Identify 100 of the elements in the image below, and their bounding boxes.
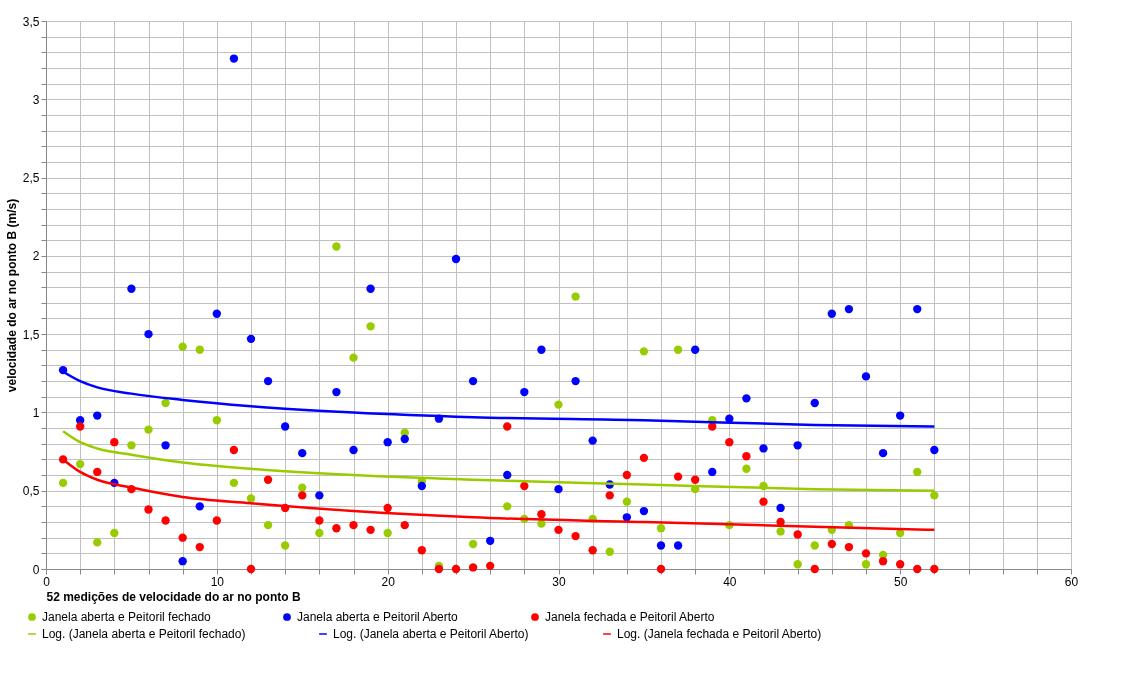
point: [827, 309, 837, 318]
point: [144, 425, 153, 434]
point: [263, 376, 273, 386]
point: [161, 441, 170, 450]
y-tick-label: 3,5: [22, 14, 40, 29]
point: [793, 530, 802, 539]
point: [93, 538, 102, 547]
point: [349, 353, 358, 362]
point: [639, 453, 649, 463]
point: [229, 445, 239, 455]
point: [349, 445, 358, 455]
point: [571, 531, 580, 541]
point: [332, 387, 341, 397]
point: [861, 372, 871, 381]
point: [622, 470, 632, 480]
point: [861, 549, 871, 558]
y-tick-label: 2: [32, 249, 40, 264]
point: [161, 398, 170, 408]
point: [349, 520, 358, 530]
point: [759, 444, 768, 453]
point: [861, 560, 871, 569]
point: [930, 491, 939, 500]
point: [690, 475, 700, 484]
legend-label: Janela aberta e Peitoril Aberto: [297, 610, 459, 624]
point: [246, 494, 256, 503]
legend-label: Log. (Janela aberta e Peitoril fechado): [42, 627, 246, 641]
point: [58, 478, 68, 488]
point: [776, 527, 785, 536]
legend-label: Janela aberta e Peitoril fechado: [42, 610, 212, 624]
point: [144, 329, 153, 339]
point: [571, 292, 580, 301]
y-axis-title: velocidade do ar no ponto B (m/s): [4, 198, 19, 393]
point: [742, 394, 751, 403]
point: [895, 411, 905, 420]
point: [485, 561, 495, 571]
point: [571, 376, 580, 386]
point: [178, 342, 187, 351]
point: [468, 563, 478, 572]
x-tick-label: 10: [210, 574, 225, 589]
point: [742, 464, 751, 473]
point: [212, 309, 222, 318]
point: [605, 547, 614, 556]
x-tick-label: 30: [552, 574, 566, 589]
point: [400, 434, 409, 444]
point: [913, 564, 922, 574]
x-axis-title: 52 medições de velocidade do ar no ponto B: [46, 589, 301, 604]
x-tick-label: 0: [43, 574, 51, 589]
point: [332, 524, 341, 533]
point: [383, 528, 392, 538]
point: [708, 422, 717, 431]
legend-label: Log. (Janela fechada e Peitoril Aberto): [617, 627, 822, 641]
point: [468, 376, 478, 386]
point: [93, 467, 102, 477]
point: [537, 510, 546, 519]
point: [280, 422, 290, 431]
point: [639, 506, 649, 516]
y-tick-label: 1,5: [22, 327, 40, 342]
point: [605, 491, 614, 500]
point: [656, 564, 666, 574]
point: [75, 422, 85, 431]
y-tick-label: 1: [32, 405, 40, 420]
point: [520, 481, 529, 491]
point: [537, 345, 546, 354]
point: [110, 438, 119, 447]
point: [708, 467, 717, 477]
point: [263, 520, 273, 530]
point: [793, 441, 802, 450]
point: [332, 242, 341, 251]
point: [178, 533, 187, 542]
legend-label: Log. (Janela aberta e Peitoril Aberto): [333, 627, 529, 641]
point: [75, 459, 85, 469]
y-tick-label: 2,5: [22, 171, 40, 186]
point: [776, 503, 785, 513]
point: [520, 387, 529, 397]
point: [417, 546, 427, 555]
point: [878, 448, 888, 458]
x-tick-label: 50: [893, 574, 908, 589]
point: [178, 557, 187, 566]
point: [383, 438, 392, 447]
point: [639, 347, 649, 356]
point: [93, 411, 102, 420]
point: [827, 539, 837, 549]
point: [110, 528, 119, 538]
point: [400, 520, 409, 530]
point: [298, 491, 307, 500]
point: [161, 516, 170, 525]
point: [844, 542, 854, 552]
point: [793, 560, 802, 569]
point: [212, 416, 222, 425]
point: [127, 284, 136, 293]
point: [690, 345, 700, 354]
point: [212, 516, 222, 525]
point: [656, 524, 666, 533]
point: [673, 541, 683, 550]
point: [673, 472, 683, 481]
point: [588, 436, 597, 445]
point: [383, 503, 392, 513]
point: [315, 491, 324, 500]
x-tick-label: 40: [723, 574, 737, 589]
point: [144, 505, 153, 514]
